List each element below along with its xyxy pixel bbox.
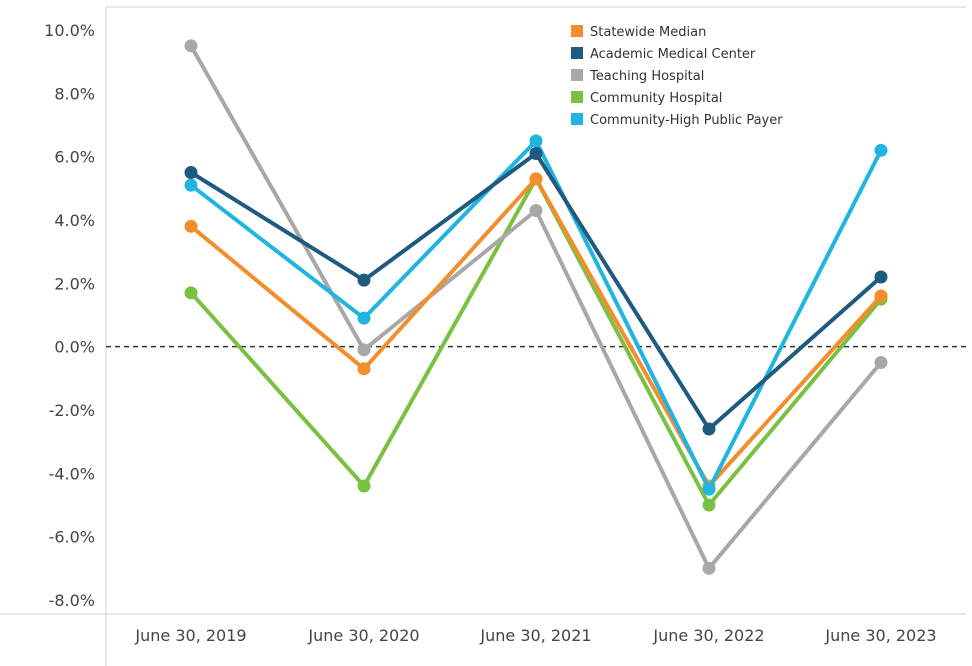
x-axis-tick-labels: June 30, 2019 June 30, 2020 June 30, 2021 J… xyxy=(134,626,936,645)
data-point xyxy=(357,311,371,325)
data-point xyxy=(529,172,543,186)
y-tick-label: 8.0% xyxy=(54,84,95,103)
x-tick-label: June 30, 2019 xyxy=(134,626,246,645)
y-tick-label: 6.0% xyxy=(54,148,95,167)
y-tick-label: -4.0% xyxy=(49,464,95,483)
data-point xyxy=(702,422,716,436)
x-tick-label: June 30, 2020 xyxy=(307,626,419,645)
data-point xyxy=(357,362,371,376)
y-tick-label: -6.0% xyxy=(49,528,95,547)
plot-frame xyxy=(0,6,966,666)
legend-swatch xyxy=(571,113,583,125)
y-tick-label: -2.0% xyxy=(49,401,95,420)
legend-label: Community Hospital xyxy=(590,91,722,106)
y-tick-label: -8.0% xyxy=(49,591,95,610)
data-point xyxy=(529,147,543,160)
legend: Statewide Median Academic Medical Center T… xyxy=(571,25,783,128)
data-point xyxy=(702,561,716,575)
data-point xyxy=(184,39,198,53)
data-point xyxy=(874,356,888,369)
legend-label: Teaching Hospital xyxy=(589,69,704,84)
data-point xyxy=(357,479,371,493)
legend-swatch xyxy=(571,91,583,103)
data-point xyxy=(357,273,371,287)
series-group xyxy=(184,147,888,436)
data-point xyxy=(184,219,198,233)
data-point xyxy=(702,498,716,512)
x-tick-label: June 30, 2021 xyxy=(479,626,591,645)
data-point xyxy=(874,270,888,284)
x-tick-label: June 30, 2023 xyxy=(824,626,936,645)
data-point xyxy=(529,134,543,148)
data-point xyxy=(357,343,371,357)
series-group xyxy=(184,39,888,575)
y-tick-label: 10.0% xyxy=(44,21,95,40)
data-point xyxy=(529,204,543,217)
legend-label: Statewide Median xyxy=(590,25,706,40)
x-tick-label: June 30, 2022 xyxy=(652,626,764,645)
legend-label: Academic Medical Center xyxy=(590,47,756,62)
legend-swatch xyxy=(571,69,583,81)
series-group xyxy=(184,134,888,496)
legend-swatch xyxy=(571,47,583,59)
data-point xyxy=(874,143,888,157)
series-layer xyxy=(184,39,888,575)
data-point xyxy=(702,482,716,496)
series-line xyxy=(189,151,883,431)
data-point xyxy=(184,286,198,300)
y-tick-label: 4.0% xyxy=(54,211,95,230)
series-line xyxy=(189,138,883,492)
data-point xyxy=(184,166,198,179)
legend-label: Community-High Public Payer xyxy=(590,113,783,128)
y-tick-label: 2.0% xyxy=(54,274,95,293)
legend-swatch xyxy=(571,25,583,37)
y-axis-tick-labels: 10.0% 8.0% 6.0% 4.0% 2.0% 0.0% -2.0% -4.0% -6.0%… xyxy=(44,21,95,610)
data-point xyxy=(184,178,198,192)
y-tick-label: 0.0% xyxy=(54,338,95,357)
data-point xyxy=(874,289,888,303)
